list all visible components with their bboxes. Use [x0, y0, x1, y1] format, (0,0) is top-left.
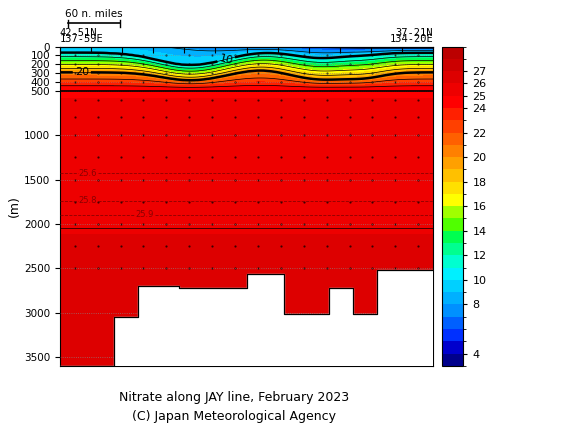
Text: 60 n. miles: 60 n. miles — [65, 9, 123, 19]
Point — [55, 43, 64, 50]
Point — [55, 43, 64, 50]
Text: 20: 20 — [75, 67, 89, 77]
Point — [55, 43, 64, 50]
Point — [55, 43, 64, 50]
Point — [55, 43, 64, 50]
Point — [55, 43, 64, 50]
Text: 25.8: 25.8 — [79, 196, 97, 206]
Text: Nitrate along JAY line, February 2023: Nitrate along JAY line, February 2023 — [119, 391, 349, 404]
Point — [55, 43, 64, 50]
Point — [55, 43, 64, 50]
Point — [55, 43, 64, 50]
Point — [55, 43, 64, 50]
Point — [55, 43, 64, 50]
Point — [55, 43, 64, 50]
Point — [55, 43, 64, 50]
Text: 25.6: 25.6 — [79, 169, 97, 178]
Point — [55, 43, 64, 50]
Point — [55, 43, 64, 50]
Point — [55, 43, 64, 50]
Point — [55, 43, 64, 50]
Text: 25.9: 25.9 — [135, 210, 154, 219]
Point — [55, 43, 64, 50]
Point — [55, 43, 64, 50]
Point — [55, 43, 64, 50]
Point — [55, 43, 64, 50]
Point — [55, 43, 64, 50]
Point — [55, 43, 64, 50]
Point — [55, 43, 64, 50]
Point — [55, 43, 64, 50]
Point — [55, 43, 64, 50]
Point — [55, 43, 64, 50]
Point — [55, 43, 64, 50]
Point — [55, 43, 64, 50]
Point — [55, 43, 64, 50]
Point — [55, 43, 64, 50]
Point — [55, 43, 64, 50]
Point — [55, 43, 64, 50]
Point — [55, 43, 64, 50]
Point — [55, 43, 64, 50]
Point — [55, 43, 64, 50]
Point — [55, 43, 64, 50]
Point — [55, 43, 64, 50]
Text: 37-21N: 37-21N — [396, 28, 433, 38]
Point — [55, 43, 64, 50]
Point — [55, 43, 64, 50]
Text: 10: 10 — [218, 53, 234, 66]
Point — [55, 43, 64, 50]
Point — [55, 43, 64, 50]
Point — [55, 43, 64, 50]
Point — [55, 43, 64, 50]
Point — [55, 43, 64, 50]
Point — [55, 43, 64, 50]
Point — [55, 43, 64, 50]
Point — [55, 43, 64, 50]
Point — [55, 43, 64, 50]
Point — [55, 43, 64, 50]
Polygon shape — [60, 270, 433, 375]
Point — [55, 43, 64, 50]
Text: 42-51N: 42-51N — [60, 28, 97, 38]
Point — [55, 43, 64, 50]
Point — [55, 43, 64, 50]
Point — [55, 43, 64, 50]
Point — [55, 43, 64, 50]
Point — [55, 43, 64, 50]
Point — [55, 43, 64, 50]
Point — [55, 43, 64, 50]
Point — [55, 43, 64, 50]
Point — [55, 43, 64, 50]
Point — [55, 43, 64, 50]
Point — [55, 43, 64, 50]
Point — [55, 43, 64, 50]
Point — [55, 43, 64, 50]
Point — [55, 43, 64, 50]
Point — [55, 43, 64, 50]
Point — [55, 43, 64, 50]
Point — [55, 43, 64, 50]
Y-axis label: (m): (m) — [8, 195, 21, 217]
Point — [55, 43, 64, 50]
Point — [55, 43, 64, 50]
Point — [55, 43, 64, 50]
Point — [55, 43, 64, 50]
Text: 134-20E: 134-20E — [389, 34, 433, 44]
Point — [55, 43, 64, 50]
Point — [55, 43, 64, 50]
Point — [55, 43, 64, 50]
Point — [55, 43, 64, 50]
Text: 137-59E: 137-59E — [60, 34, 104, 44]
Point — [55, 43, 64, 50]
Point — [55, 43, 64, 50]
Point — [55, 43, 64, 50]
Text: (C) Japan Meteorological Agency: (C) Japan Meteorological Agency — [132, 410, 336, 423]
Point — [55, 43, 64, 50]
Point — [55, 43, 64, 50]
